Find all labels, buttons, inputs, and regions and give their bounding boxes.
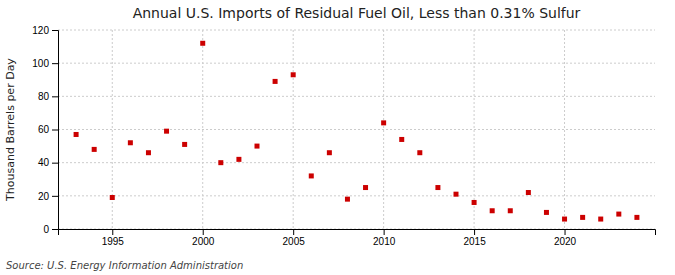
y-tick-label: 20 (38, 191, 50, 202)
plot: 1995 2000 2005 2010 2015 2020 0 20 40 60 80 100 120 (32, 25, 655, 247)
x-axis: 1995 2000 2005 2010 2015 2020 (59, 229, 656, 247)
y-tick-label: 100 (32, 58, 49, 69)
point (435, 185, 440, 190)
y-tick: 0 (43, 224, 58, 235)
x-tick-mark (474, 229, 475, 235)
point (399, 137, 404, 142)
y-tick: 80 (38, 91, 58, 102)
point (273, 79, 278, 84)
point (526, 190, 531, 195)
source-note: Source: U.S. Energy Information Administ… (6, 260, 243, 271)
x-tick-mark (112, 229, 113, 235)
point (634, 215, 639, 220)
y-tick-label: 80 (38, 91, 50, 102)
point (616, 212, 621, 217)
x-tick: 2010 (373, 229, 396, 247)
x-tick-label: 2000 (192, 236, 215, 247)
point (74, 132, 79, 137)
y-tick: 40 (38, 157, 58, 168)
y-tick: 120 (32, 25, 58, 36)
grid-line-y (58, 195, 655, 196)
point (182, 142, 187, 147)
grid-line-y (58, 162, 655, 163)
x-tick-mark (384, 229, 385, 235)
x-tick-mark (293, 229, 294, 235)
point (580, 215, 585, 220)
y-axis-line (52, 31, 59, 230)
point (490, 208, 495, 213)
point (218, 160, 223, 165)
y-tick-mark (52, 130, 58, 131)
y-tick-mark (52, 96, 58, 97)
point (146, 150, 151, 155)
x-tick-mark (565, 229, 566, 235)
grid-line-x (293, 30, 294, 229)
point (309, 173, 314, 178)
y-tick-mark (52, 196, 58, 197)
y-tick-mark (52, 229, 58, 230)
grid-line-y (58, 96, 655, 97)
y-tick: 60 (38, 124, 58, 135)
chart: 1995 2000 2005 2010 2015 2020 0 20 40 60 80 100 120 A… (0, 0, 675, 275)
x-tick-label: 2010 (373, 236, 396, 247)
point (128, 140, 133, 145)
grid-line-y (58, 129, 655, 130)
y-tick-mark (52, 63, 58, 64)
x-tick-label: 1995 (102, 236, 125, 247)
y-tick-mark (52, 30, 58, 31)
point (164, 129, 169, 134)
y-tick-label: 120 (32, 25, 49, 36)
x-tick: 2020 (554, 229, 577, 247)
x-tick-label: 2005 (283, 236, 306, 247)
point (327, 150, 332, 155)
y-tick: 20 (38, 191, 58, 202)
point (381, 120, 386, 125)
point (345, 197, 350, 202)
x-tick: 1995 (102, 229, 125, 247)
point (454, 192, 459, 197)
x-tick: 2015 (463, 229, 486, 247)
y-axis: 0 20 40 60 80 100 120 (32, 25, 58, 235)
point (200, 41, 205, 46)
grid (58, 30, 655, 229)
point (472, 200, 477, 205)
points (74, 41, 640, 222)
x-tick-mark (203, 229, 204, 235)
point (544, 210, 549, 215)
point (255, 144, 260, 149)
y-tick-label: 0 (43, 224, 49, 235)
y-axis-title: Thousand Barrels per Day (4, 58, 17, 202)
x-tick: 2005 (283, 229, 306, 247)
point (598, 217, 603, 222)
grid-line-x (564, 30, 565, 229)
grid-line-y (58, 63, 655, 64)
x-tick-label: 2015 (463, 236, 486, 247)
x-axis-line (59, 230, 656, 236)
x-tick: 2000 (192, 229, 215, 247)
point (236, 157, 241, 162)
point (291, 72, 296, 77)
x-tick-label: 2020 (554, 236, 577, 247)
y-tick-label: 40 (38, 157, 50, 168)
point (562, 217, 567, 222)
y-tick-label: 60 (38, 124, 50, 135)
title: Annual U.S. Imports of Residual Fuel Oil… (133, 5, 581, 21)
grid-line-y (58, 30, 655, 31)
point (363, 185, 368, 190)
point (508, 208, 513, 213)
y-tick-mark (52, 163, 58, 164)
point (110, 195, 115, 200)
point (417, 150, 422, 155)
point (92, 147, 97, 152)
y-tick: 100 (32, 58, 58, 69)
